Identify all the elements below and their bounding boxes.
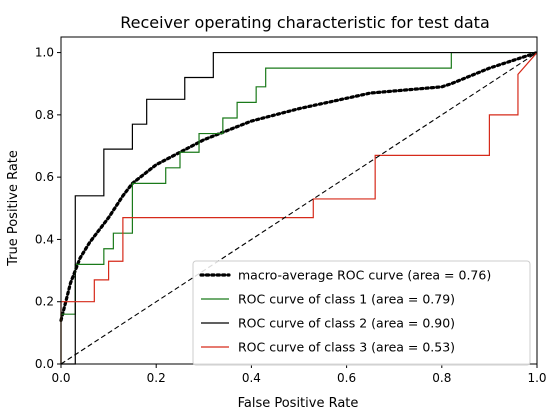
x-tick-label: 0.8 [432, 371, 451, 385]
y-axis-label: True Positive Rate [6, 150, 21, 267]
y-tick-label: 0.8 [35, 108, 54, 122]
series-line-1 [59, 50, 539, 322]
y-tick-label: 0.0 [35, 357, 54, 371]
legend-entry-label: macro-average ROC curve (area = 0.76) [238, 268, 491, 283]
y-tick-label: 0.4 [35, 232, 54, 246]
chart-title: Receiver operating characteristic for te… [120, 13, 490, 32]
legend-entry-label: ROC curve of class 3 (area = 0.53) [238, 340, 455, 355]
legend-entry-label: ROC curve of class 2 (area = 0.90) [238, 316, 455, 331]
plot-area: 0.0 0.2 0.4 0.6 0.8 1.0 0.0 0.2 0.4 0.6 0.8 1.0 macr… [35, 36, 547, 385]
x-axis-label: False Positive Rate [238, 396, 359, 411]
x-tick-label: 0.4 [242, 371, 261, 385]
series-line-4 [60, 52, 538, 364]
y-tick-label: 0.2 [35, 295, 54, 309]
y-tick-label: 0.6 [35, 170, 54, 184]
x-tick-label: 1.0 [527, 371, 546, 385]
chance-diagonal-line [60, 52, 538, 365]
series-line-3 [61, 51, 537, 365]
legend-box [192, 260, 531, 366]
x-tick-label: 0.6 [337, 371, 356, 385]
legend: macro-average ROC curve (area = 0.76) ROC… [192, 260, 531, 366]
y-tick-label: 1.0 [35, 46, 54, 60]
x-tick-label: 0.2 [147, 371, 166, 385]
series-line-2 [60, 51, 537, 364]
x-tick-label: 0.0 [51, 371, 70, 385]
legend-entry-label: ROC curve of class 1 (area = 0.79) [238, 292, 455, 307]
